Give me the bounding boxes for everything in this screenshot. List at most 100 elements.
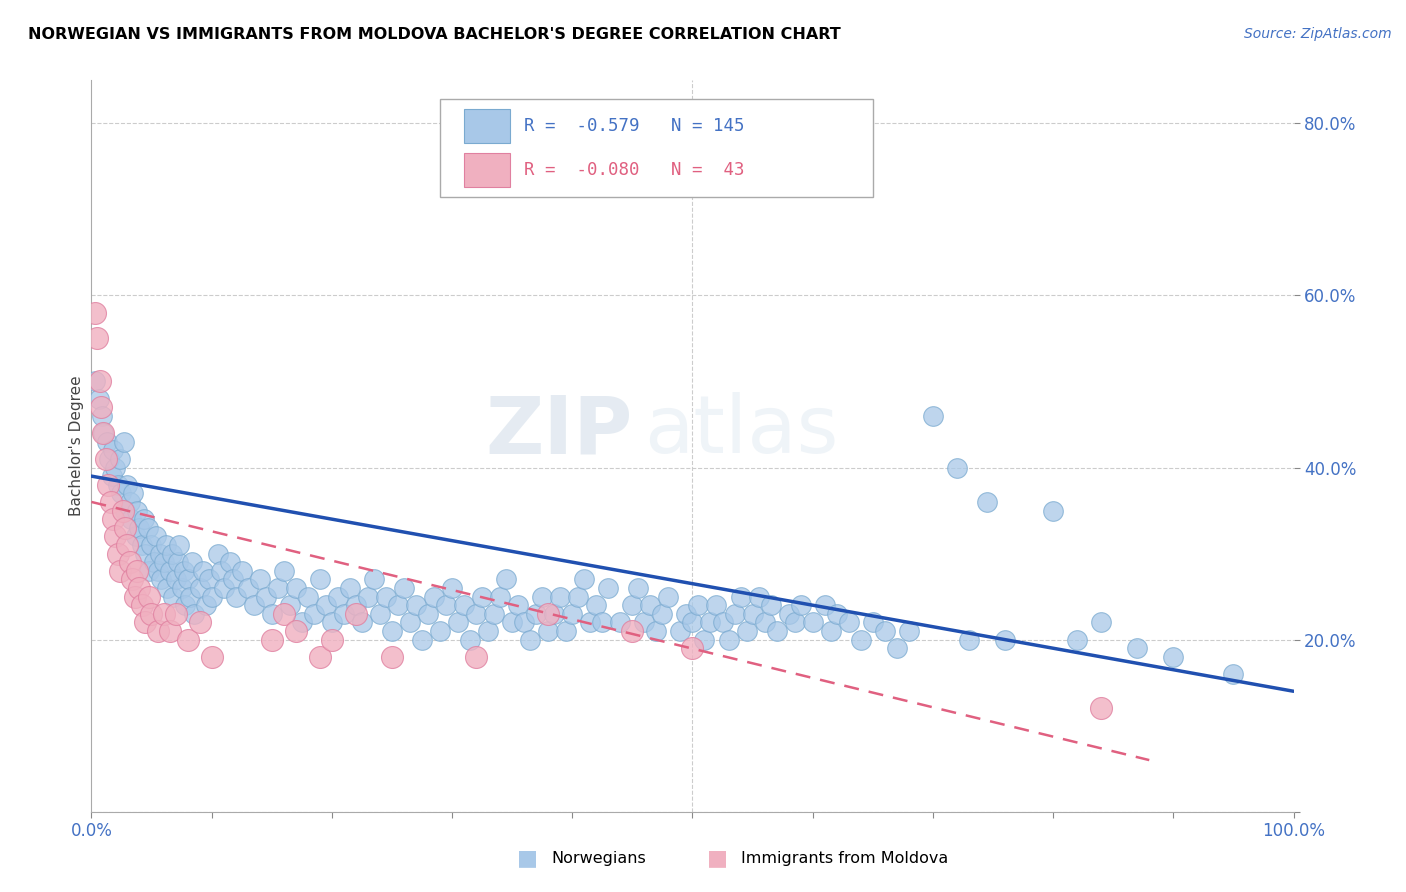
Y-axis label: Bachelor's Degree: Bachelor's Degree (69, 376, 84, 516)
Point (657, 590, 679, 604)
Point (152, 607, 174, 621)
Point (693, 632, 716, 647)
Point (640, 598, 662, 612)
Point (820, 624, 842, 638)
Point (198, 573, 221, 587)
Point (598, 581, 620, 595)
Point (167, 555, 190, 569)
Point (225, 590, 247, 604)
Point (141, 538, 163, 552)
Text: Immigrants from Moldova: Immigrants from Moldova (741, 851, 948, 865)
Point (242, 598, 264, 612)
Point (134, 547, 156, 561)
Point (128, 521, 150, 535)
Point (392, 581, 415, 595)
Point (579, 615, 602, 630)
Point (471, 590, 494, 604)
Point (735, 624, 758, 638)
Point (260, 607, 283, 621)
Point (669, 624, 692, 638)
Point (651, 607, 673, 621)
Point (124, 590, 146, 604)
Point (591, 615, 613, 630)
Point (416, 607, 439, 621)
Point (423, 590, 446, 604)
Point (645, 624, 668, 638)
Point (465, 607, 488, 621)
Point (675, 607, 697, 621)
Point (114, 503, 136, 517)
Point (374, 590, 396, 604)
Point (159, 624, 181, 638)
Point (273, 607, 295, 621)
Point (1090, 701, 1112, 715)
Point (706, 598, 728, 612)
Point (117, 477, 139, 491)
Point (748, 590, 770, 604)
Point (159, 564, 181, 578)
Point (155, 538, 177, 552)
Point (508, 598, 530, 612)
Point (86, 331, 108, 345)
Point (94, 451, 117, 466)
Point (873, 624, 896, 638)
Point (267, 581, 290, 595)
Point (104, 460, 127, 475)
Point (574, 573, 596, 587)
Point (387, 598, 409, 612)
Point (104, 529, 127, 543)
Point (122, 486, 145, 500)
Point (249, 573, 271, 587)
Point (1126, 641, 1149, 656)
Text: ZIP: ZIP (485, 392, 633, 470)
Point (101, 469, 124, 483)
Point (548, 590, 571, 604)
Point (156, 581, 179, 595)
Point (231, 564, 253, 578)
Point (176, 573, 198, 587)
Point (121, 573, 143, 587)
Point (110, 451, 132, 466)
Point (90, 401, 112, 415)
Point (194, 598, 217, 612)
Point (114, 521, 136, 535)
Point (537, 607, 560, 621)
Point (759, 598, 782, 612)
Point (278, 598, 301, 612)
Point (555, 624, 578, 638)
Point (741, 607, 763, 621)
Point (236, 581, 259, 595)
Point (524, 607, 547, 621)
Point (513, 615, 536, 630)
Point (125, 529, 148, 543)
Point (495, 573, 517, 587)
Point (112, 434, 135, 449)
FancyBboxPatch shape (440, 99, 873, 197)
Point (1090, 615, 1112, 630)
Point (754, 615, 776, 630)
Point (825, 607, 848, 621)
Point (561, 607, 583, 621)
Point (100, 495, 122, 509)
Point (93, 426, 115, 441)
Point (381, 624, 404, 638)
Point (1222, 667, 1244, 681)
Point (284, 581, 307, 595)
Point (368, 607, 391, 621)
Text: R =  -0.579   N = 145: R = -0.579 N = 145 (524, 117, 745, 135)
Point (681, 641, 703, 656)
Point (134, 615, 156, 630)
Point (152, 555, 174, 569)
Bar (464, 109, 510, 144)
Text: ■: ■ (517, 848, 537, 868)
Point (170, 581, 193, 595)
Text: atlas: atlas (644, 392, 839, 470)
Point (315, 598, 337, 612)
Point (98, 451, 121, 466)
Point (489, 590, 512, 604)
Point (976, 495, 998, 509)
Point (128, 581, 150, 595)
Text: Source: ZipAtlas.com: Source: ZipAtlas.com (1244, 27, 1392, 41)
Point (222, 573, 245, 587)
Point (142, 555, 165, 569)
